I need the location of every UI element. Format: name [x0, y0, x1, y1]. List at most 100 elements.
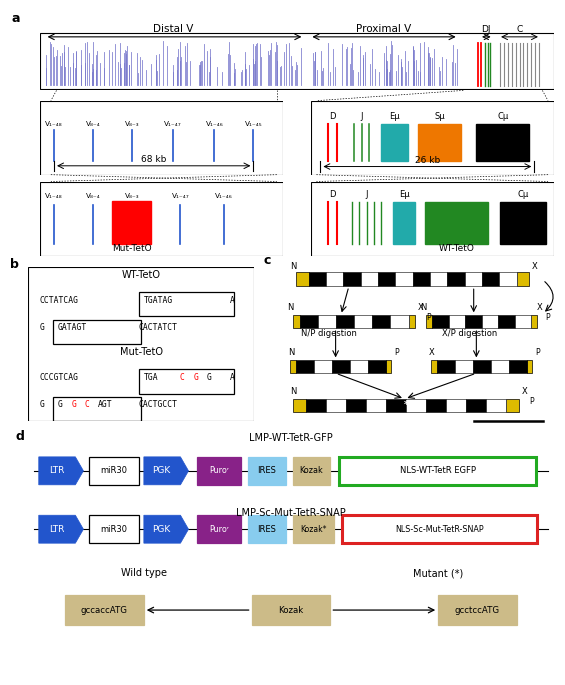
Bar — [89, 457, 138, 485]
Bar — [325, 399, 346, 412]
Bar — [500, 202, 546, 245]
Bar — [396, 272, 412, 286]
Text: DJ: DJ — [481, 25, 491, 34]
Bar — [408, 315, 415, 328]
Bar — [393, 202, 415, 245]
Text: LTR: LTR — [49, 525, 64, 534]
Text: P: P — [529, 397, 534, 406]
Text: *: * — [403, 401, 408, 410]
Text: Sμ: Sμ — [434, 112, 445, 121]
Bar — [446, 399, 466, 412]
Bar — [296, 272, 308, 286]
Text: gcctccATG: gcctccATG — [455, 606, 500, 614]
Bar — [482, 272, 499, 286]
Text: LMP-Sc-Mut-TetR-SNAP: LMP-Sc-Mut-TetR-SNAP — [236, 508, 346, 519]
Text: V₁₋₄₆: V₁₋₄₆ — [215, 193, 233, 199]
Text: P: P — [546, 313, 550, 322]
Bar — [531, 315, 537, 328]
Bar — [449, 315, 465, 328]
Text: N: N — [287, 303, 294, 312]
Bar — [290, 360, 296, 373]
Bar — [426, 399, 446, 412]
Bar — [65, 595, 144, 625]
Bar — [248, 457, 286, 485]
Text: IRES: IRES — [258, 466, 276, 475]
Bar — [432, 315, 449, 328]
Text: A: A — [229, 373, 234, 382]
Text: CCTATCAG: CCTATCAG — [40, 296, 79, 305]
Bar — [476, 125, 529, 162]
Bar — [386, 399, 406, 412]
Text: A: A — [229, 296, 234, 305]
Bar — [390, 315, 408, 328]
Text: V₁₋₄₈: V₁₋₄₈ — [45, 121, 63, 127]
Text: N: N — [420, 303, 427, 312]
Text: V₈₋₃: V₈₋₃ — [124, 121, 139, 127]
Bar — [197, 457, 241, 485]
Bar — [314, 360, 332, 373]
Text: J: J — [366, 190, 368, 199]
Polygon shape — [144, 515, 189, 543]
Bar — [506, 399, 519, 412]
Polygon shape — [39, 515, 84, 543]
Bar — [332, 360, 350, 373]
Bar — [486, 399, 506, 412]
Text: G: G — [40, 401, 45, 410]
Bar — [340, 457, 536, 485]
Bar — [437, 360, 455, 373]
Text: Eμ: Eμ — [389, 112, 400, 121]
Text: G: G — [40, 323, 45, 332]
Bar — [516, 272, 529, 286]
Bar — [508, 360, 527, 373]
Text: IRES: IRES — [258, 525, 276, 534]
Bar — [418, 125, 462, 162]
Text: X/P digestion: X/P digestion — [442, 329, 497, 338]
Bar — [293, 515, 333, 543]
Bar — [438, 595, 517, 625]
Bar — [378, 272, 395, 286]
Text: LTR: LTR — [49, 466, 64, 475]
Text: miR30: miR30 — [100, 525, 127, 534]
Text: 68 kb: 68 kb — [141, 155, 167, 164]
Text: V₁₋₄₅: V₁₋₄₅ — [245, 121, 262, 127]
Text: N: N — [288, 349, 294, 358]
Text: Wild type: Wild type — [121, 568, 167, 578]
Text: Proximal V: Proximal V — [357, 24, 412, 34]
Text: CACTGCCT: CACTGCCT — [139, 401, 178, 410]
Bar — [112, 201, 151, 245]
Text: P: P — [534, 349, 540, 358]
Bar — [296, 360, 314, 373]
Bar — [366, 399, 386, 412]
Text: Kozak: Kozak — [299, 466, 323, 475]
Text: N/P digestion: N/P digestion — [301, 329, 357, 338]
Text: G: G — [58, 401, 63, 410]
Bar — [251, 595, 331, 625]
Text: c: c — [264, 254, 271, 267]
Text: Mutant (*): Mutant (*) — [413, 568, 463, 578]
Text: PGK: PGK — [153, 466, 171, 475]
Bar — [426, 315, 432, 328]
Text: GATAGT: GATAGT — [58, 323, 87, 332]
Text: X: X — [521, 387, 527, 396]
Text: LMP-WT-TetR-GFP: LMP-WT-TetR-GFP — [249, 433, 333, 443]
Bar — [455, 360, 473, 373]
Bar — [326, 272, 344, 286]
Text: Puroʳ: Puroʳ — [209, 466, 229, 475]
Text: Puroʳ: Puroʳ — [209, 525, 229, 534]
Bar — [248, 515, 286, 543]
Bar — [344, 272, 360, 286]
Text: Cμ: Cμ — [497, 112, 508, 121]
Bar — [89, 515, 138, 543]
Text: Kozak*: Kozak* — [300, 525, 327, 534]
Text: G: G — [193, 373, 198, 382]
Text: C: C — [180, 373, 185, 382]
Text: WT-TetO: WT-TetO — [121, 270, 161, 280]
Bar — [308, 272, 326, 286]
Bar — [515, 315, 531, 328]
Text: miR30: miR30 — [100, 466, 127, 475]
Bar — [473, 360, 490, 373]
Bar — [465, 315, 481, 328]
Text: V₈₋₃: V₈₋₃ — [124, 193, 139, 199]
Text: NLS-Sc-Mut-TetR-SNAP: NLS-Sc-Mut-TetR-SNAP — [396, 525, 484, 534]
Text: gccaccATG: gccaccATG — [81, 606, 128, 614]
